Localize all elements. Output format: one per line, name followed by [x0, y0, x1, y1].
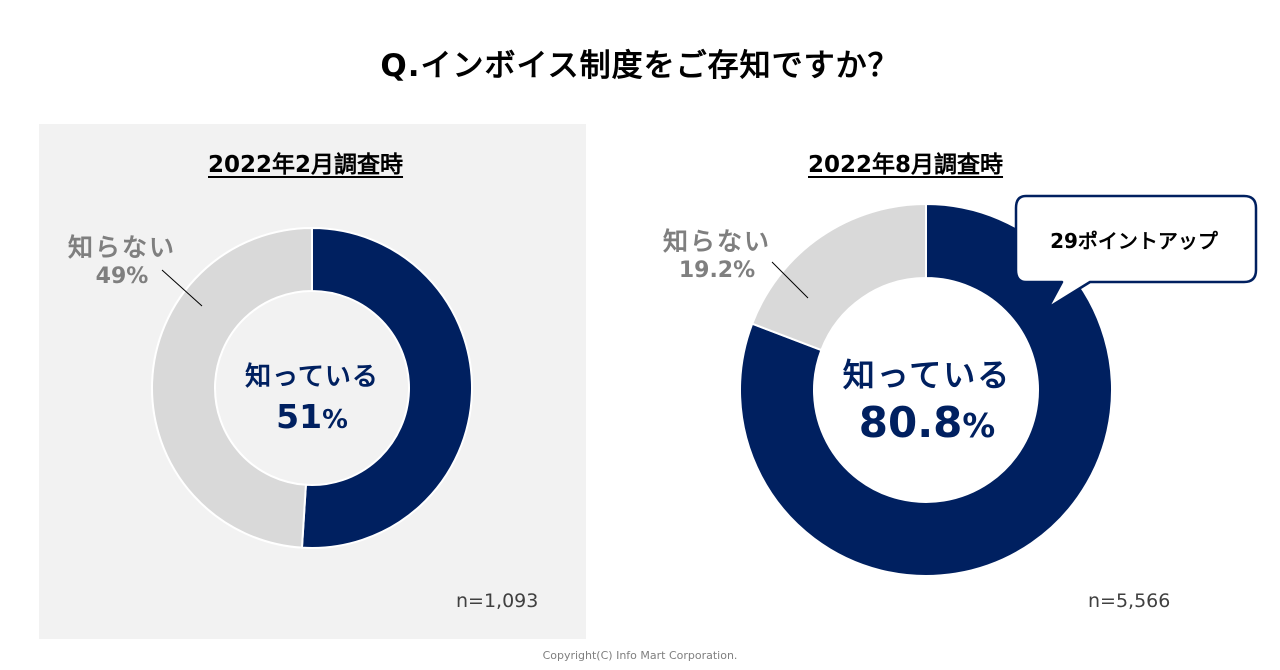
- right-sample-size: n=5,566: [1088, 590, 1171, 612]
- left-leader-line: [161, 269, 203, 307]
- left-known-category: 知っている: [245, 362, 379, 392]
- left-known-value-wrap: 51%: [222, 397, 402, 436]
- callout-text: 29ポイントアップ: [1050, 229, 1218, 253]
- right-donut-chart: [739, 202, 1113, 577]
- right-unknown-category: 知らない: [662, 227, 771, 256]
- donut-slice-known: [739, 202, 1113, 577]
- right-chart-title: 2022年8月調査時: [808, 152, 1004, 178]
- page-title: Q.インボイス制度をご存知ですか？: [380, 48, 900, 84]
- right-center-label: 知っている 80.8%: [812, 350, 1042, 447]
- left-panel-background: [39, 124, 586, 639]
- donut-slice-unknown: [750, 202, 927, 352]
- left-unknown-label: 知らない 49%: [62, 228, 182, 289]
- right-known-value: 80.8: [858, 398, 963, 447]
- left-unknown-value: 49%: [95, 264, 149, 289]
- left-chart-title: 2022年2月調査時: [208, 152, 404, 178]
- right-unknown-label: 知らない 19.2%: [655, 222, 779, 283]
- right-known-value-wrap: 80.8%: [812, 398, 1042, 447]
- copyright-footer: Copyright(C) Info Mart Corporation.: [542, 649, 738, 662]
- left-known-percent-sign: %: [322, 405, 348, 435]
- right-unknown-value: 19.2%: [678, 258, 756, 283]
- right-leader-line: [771, 261, 809, 299]
- left-unknown-category: 知らない: [67, 233, 176, 262]
- right-known-percent-sign: %: [962, 407, 996, 445]
- right-known-category: 知っている: [842, 356, 1012, 394]
- donut-slice-known: [300, 226, 474, 549]
- left-donut-chart: [151, 226, 474, 549]
- callout-bubble: [1014, 194, 1258, 310]
- left-known-value: 51: [276, 397, 323, 436]
- left-sample-size: n=1,093: [456, 590, 539, 612]
- donut-slice-unknown: [151, 226, 313, 549]
- left-center-label: 知っている 51%: [222, 356, 402, 436]
